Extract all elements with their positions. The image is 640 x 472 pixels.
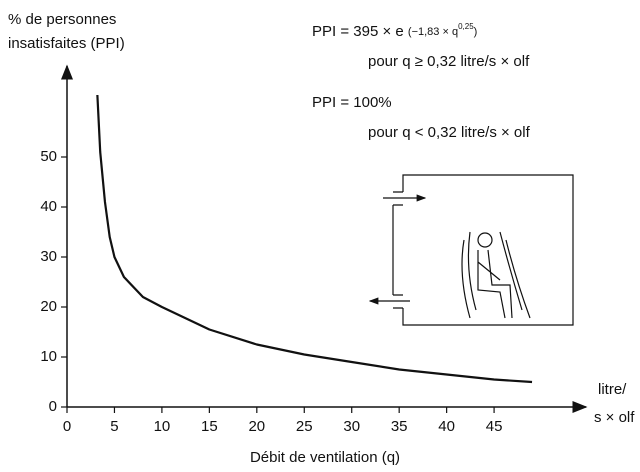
formula-part: 0,25 <box>458 22 474 31</box>
formula: PPI = 395 × e (−1,83 × q0,25) <box>312 22 477 40</box>
y-axis-label: insatisfaites (PPI) <box>8 35 125 52</box>
x-tick-label: 35 <box>391 418 408 435</box>
y-tick-label: 50 <box>40 148 57 165</box>
annotation: pour q < 0,32 litre/s × olf <box>368 124 531 141</box>
y-tick-label: 30 <box>40 248 57 265</box>
x-tick-label: 15 <box>201 418 218 435</box>
formula-part: PPI = 395 × e <box>312 23 404 40</box>
x-axis-label: Débit de ventilation (q) <box>250 449 400 466</box>
x-axis-unit: litre/ <box>598 381 627 398</box>
x-axis-unit: s × olf <box>594 409 635 426</box>
annotation: pour q ≥ 0,32 litre/s × olf <box>368 53 530 70</box>
y-tick-label: 10 <box>40 348 57 365</box>
x-tick-label: 5 <box>110 418 118 435</box>
x-tick-label: 10 <box>154 418 171 435</box>
x-tick-label: 40 <box>438 418 455 435</box>
annotation: PPI = 100% <box>312 94 392 111</box>
x-tick-label: 30 <box>343 418 360 435</box>
x-tick-label: 45 <box>486 418 503 435</box>
y-axis-label: % de personnes <box>8 11 116 28</box>
x-tick-label: 25 <box>296 418 313 435</box>
x-tick-label: 0 <box>63 418 71 435</box>
y-tick-label: 0 <box>49 398 57 415</box>
illustration <box>368 174 574 326</box>
formula-part: (−1,83 × q <box>408 26 458 38</box>
y-tick-label: 40 <box>40 198 57 215</box>
y-tick-label: 20 <box>40 298 57 315</box>
line <box>96 94 533 384</box>
formula-part: ) <box>474 26 478 38</box>
x-tick-label: 20 <box>248 418 265 435</box>
